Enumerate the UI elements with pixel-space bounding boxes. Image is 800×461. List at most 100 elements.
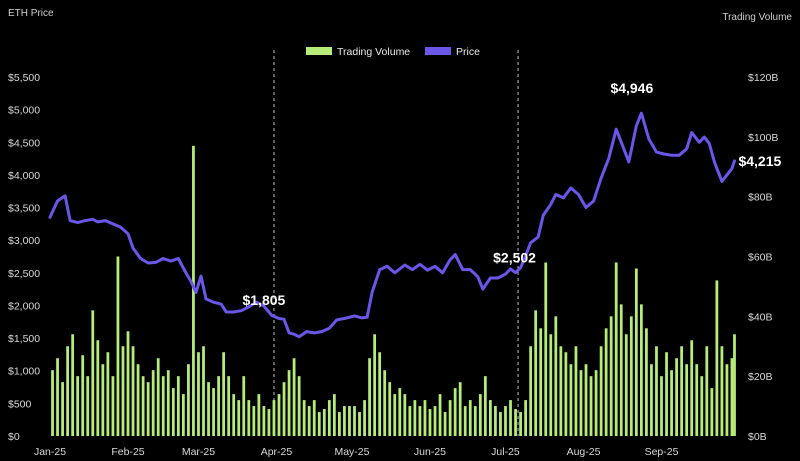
volume-bar [403, 394, 407, 436]
volume-bar [322, 409, 326, 436]
volume-bar [408, 406, 412, 436]
volume-bar [126, 331, 130, 436]
volume-bar [272, 400, 276, 436]
x-tick-label: Feb-25 [111, 446, 144, 458]
volume-bar [428, 409, 432, 436]
volume-bar [171, 388, 175, 436]
x-axis-ticks: Jan-25 Feb-25 Mar-25 Apr-25 May-25 Jun-25 Jul-… [34, 446, 679, 458]
left-tick-label: $4,000 [8, 170, 40, 182]
volume-bar [733, 334, 736, 436]
volume-bar [222, 352, 226, 436]
left-tick-label: $5,500 [8, 72, 40, 84]
volume-bar [468, 400, 472, 436]
volume-bar [267, 409, 271, 436]
right-axis-ticks: $0B $20B $40B $60B $80B $100B $120B [748, 72, 778, 443]
price-annotation-label: $4,215 [738, 153, 781, 169]
volume-bar [176, 376, 180, 436]
volume-bar [509, 400, 512, 436]
right-tick-label: $80B [748, 192, 773, 204]
x-tick-label: May-25 [334, 446, 369, 458]
volume-bar [242, 376, 246, 436]
left-tick-label: $500 [8, 398, 32, 410]
volume-bar [629, 316, 633, 436]
volume-bar [166, 370, 170, 436]
x-tick-label: Apr-25 [261, 446, 293, 458]
volume-bar [715, 280, 719, 436]
volume-bar [383, 370, 387, 436]
volume-bar [529, 346, 533, 436]
volume-bar [287, 370, 291, 436]
volume-bar [227, 376, 231, 436]
volume-bar [574, 346, 578, 436]
right-tick-label: $120B [748, 72, 778, 84]
volume-bar [494, 406, 497, 436]
volume-bar [86, 376, 90, 436]
volume-bar [639, 304, 643, 436]
volume-bar [192, 145, 195, 436]
volume-bar [378, 352, 382, 436]
left-tick-label: $3,500 [8, 203, 40, 215]
x-tick-label: Aug-25 [567, 446, 601, 458]
volume-bars [51, 145, 736, 436]
volume-bar [458, 382, 462, 436]
volume-bar [353, 406, 356, 436]
volume-bar [489, 400, 492, 436]
volume-bar [539, 328, 543, 436]
right-tick-label: $40B [748, 311, 773, 323]
volume-bar [599, 346, 603, 436]
volume-bar [584, 364, 588, 436]
volume-bar [212, 388, 215, 436]
price-line [48, 111, 736, 339]
volume-bar [368, 358, 371, 436]
volume-bar [282, 382, 286, 436]
volume-bar [156, 358, 160, 436]
volume-bar [720, 346, 724, 436]
volume-bar [544, 262, 548, 436]
volume-bar [207, 382, 210, 436]
volume-bar [101, 364, 105, 436]
volume-bar [262, 406, 266, 436]
volume-bar [358, 412, 361, 436]
volume-bar [463, 406, 467, 436]
volume-bar [579, 370, 583, 436]
right-tick-label: $20B [748, 371, 773, 383]
volume-bar [121, 346, 125, 436]
volume-bar [624, 334, 628, 436]
legend-label-price: Price [456, 46, 480, 58]
volume-bar [695, 364, 699, 436]
left-axis-ticks: $0 $500 $1,000 $1,500 $2,000 $2,500 $3,000 $3,5… [8, 72, 40, 443]
volume-bar [519, 412, 522, 436]
volume-bar [106, 352, 110, 436]
volume-bar [589, 376, 593, 436]
volume-bar [478, 394, 482, 436]
volume-bar [111, 376, 115, 436]
x-tick-label: Mar-25 [182, 446, 215, 458]
x-tick-label: Jun-25 [414, 446, 446, 458]
volume-bar [483, 376, 487, 436]
volume-bar [317, 412, 321, 436]
volume-bar [343, 406, 346, 436]
legend-label-volume: Trading Volume [337, 46, 410, 58]
volume-bar [660, 376, 663, 436]
volume-bar [338, 412, 341, 436]
left-tick-label: $1,500 [8, 333, 40, 345]
left-tick-label: $5,000 [8, 105, 40, 117]
volume-bar [292, 358, 296, 436]
right-axis-title: Trading Volume [722, 12, 792, 23]
left-tick-label: $0 [8, 431, 20, 443]
price-annotation-label: $4,946 [610, 80, 653, 96]
volume-bar [307, 406, 311, 436]
volume-bar [96, 340, 100, 436]
volume-bar [634, 268, 638, 436]
volume-bar [433, 406, 437, 436]
volume-bar [700, 376, 704, 436]
volume-bar [66, 346, 69, 436]
volume-bar [665, 352, 668, 436]
volume-bar [56, 358, 59, 436]
left-tick-label: $3,000 [8, 235, 40, 247]
volume-bar [197, 352, 200, 436]
volume-bar [373, 334, 377, 436]
left-tick-label: $2,500 [8, 268, 40, 280]
volume-bar [348, 406, 351, 436]
volume-bar [730, 358, 734, 436]
